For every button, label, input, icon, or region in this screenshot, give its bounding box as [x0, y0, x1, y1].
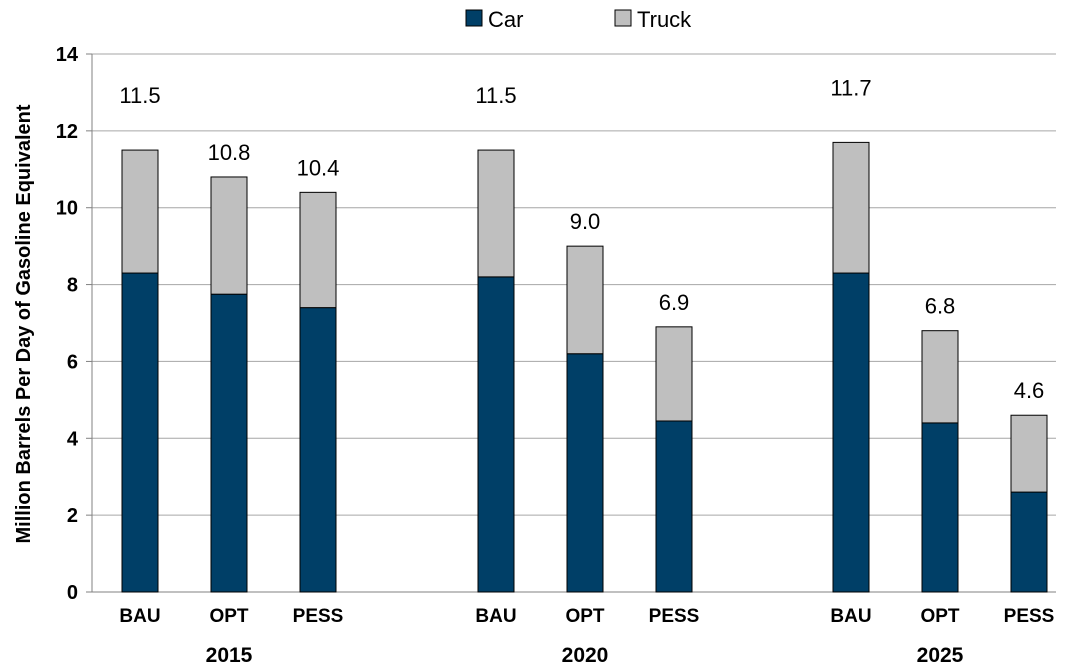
bar-segment-truck: [832, 141, 870, 274]
bar-total-label: 11.5: [475, 83, 516, 108]
y-axis: 0 2 4 6 8 10 12 14: [56, 44, 1056, 604]
bar-segment-truck: [210, 176, 248, 295]
x-category-label: OPT: [565, 606, 604, 627]
bar-segment-car: [921, 422, 959, 593]
bar-segment-truck: [1010, 414, 1048, 493]
x-axis: BAU OPT PESS BAU OPT PESS BAU OPT PESS 2015 2020 20…: [119, 606, 1054, 667]
bar-segment-car: [832, 272, 870, 593]
x-category-label: OPT: [209, 606, 248, 627]
bar-total-label: 9.0: [570, 209, 601, 234]
data-labels: 11.5 10.8 10.4 11.5 9.0 6.9 11.7 6.8 4.6: [119, 75, 1044, 403]
bar-segment-car: [1010, 491, 1048, 593]
y-tick-label: 0: [67, 582, 78, 604]
bar-segment-car: [299, 307, 337, 593]
x-category-label: PESS: [1004, 606, 1055, 627]
bar-total-label: 11.7: [830, 75, 871, 100]
x-category-label: BAU: [830, 606, 871, 627]
bar-segment-truck: [121, 149, 159, 274]
bar-segment-car: [655, 420, 693, 593]
bar-segment-car: [477, 276, 515, 593]
bar-segment-truck: [477, 149, 515, 278]
x-category-label: PESS: [649, 606, 700, 627]
y-tick-label: 12: [56, 121, 78, 143]
y-tick-label: 14: [56, 44, 79, 66]
y-axis-label: Million Barrels Per Day of Gasoline Equi…: [13, 104, 35, 543]
bar-segment-car: [121, 272, 159, 593]
bar-segment-car: [210, 293, 248, 593]
bar-segment-truck: [655, 326, 693, 422]
legend: Car Truck: [465, 7, 692, 32]
bar-total-label: 6.9: [659, 290, 690, 315]
bar-total-label: 4.6: [1014, 378, 1045, 403]
y-tick-label: 2: [67, 505, 78, 527]
bar-segment-truck: [299, 191, 337, 309]
x-group-label: 2020: [562, 644, 609, 667]
y-tick-label: 10: [56, 198, 78, 220]
legend-label-truck: Truck: [637, 7, 692, 32]
bar-total-label: 10.4: [297, 155, 340, 180]
y-tick-label: 4: [67, 428, 79, 450]
legend-label-car: Car: [488, 7, 523, 32]
x-category-label: BAU: [475, 606, 516, 627]
x-category-label: BAU: [119, 606, 160, 627]
bars: [121, 141, 1048, 593]
legend-swatch-truck: [614, 9, 632, 27]
x-category-label: OPT: [920, 606, 959, 627]
x-category-label: PESS: [293, 606, 344, 627]
bar-segment-truck: [921, 330, 959, 424]
legend-swatch-car: [465, 9, 483, 27]
bar-segment-truck: [566, 245, 604, 355]
bar-segment-car: [566, 353, 604, 593]
bar-total-label: 10.8: [208, 140, 251, 165]
x-group-label: 2015: [206, 644, 253, 667]
y-tick-label: 8: [67, 275, 78, 297]
y-tick-label: 6: [67, 351, 78, 373]
bar-total-label: 6.8: [925, 294, 956, 319]
x-group-label: 2025: [917, 644, 964, 667]
bar-total-label: 11.5: [119, 83, 160, 108]
